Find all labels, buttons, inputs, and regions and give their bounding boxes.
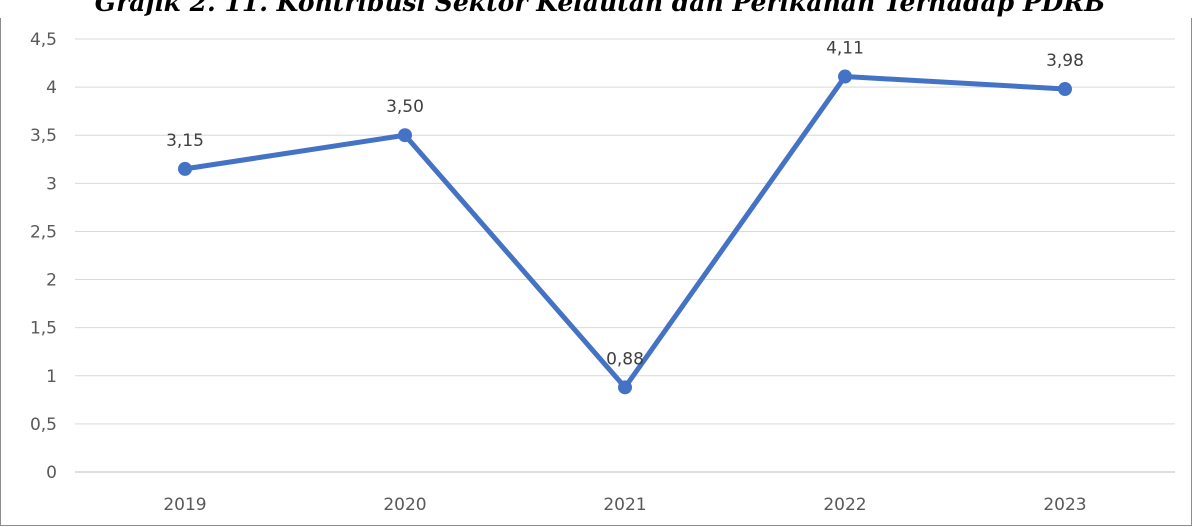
data-label: 3,50 [386, 97, 424, 117]
data-point [618, 380, 632, 395]
x-tick-label: 2023 [1043, 495, 1086, 515]
y-tick-label: 0 [46, 463, 57, 483]
y-tick-label: 2 [46, 271, 57, 291]
data-point [398, 128, 412, 143]
x-tick-label: 2022 [823, 495, 866, 515]
y-tick-label: 0,5 [30, 415, 57, 435]
data-point [838, 69, 852, 84]
data-point [178, 161, 192, 176]
y-tick-label: 3,5 [30, 126, 57, 146]
x-tick-label: 2021 [603, 495, 646, 515]
y-tick-label: 4,5 [30, 30, 57, 50]
chart-frame [0, 18, 1192, 526]
x-tick-label: 2019 [163, 495, 206, 515]
data-label: 3,15 [166, 131, 204, 151]
y-tick-label: 2,5 [30, 222, 57, 242]
data-label: 0,88 [606, 349, 644, 369]
x-tick-label: 2020 [383, 495, 426, 515]
y-tick-label: 3 [46, 174, 57, 194]
data-point [1058, 82, 1072, 97]
data-label: 4,11 [826, 39, 864, 59]
data-label: 3,98 [1046, 51, 1084, 71]
chart-title: Grafik 2. 11. Kontribusi Sektor Kelautan… [94, 0, 1106, 17]
y-tick-label: 1,5 [30, 319, 57, 339]
y-tick-label: 4 [46, 78, 57, 98]
y-tick-label: 1 [46, 367, 57, 387]
